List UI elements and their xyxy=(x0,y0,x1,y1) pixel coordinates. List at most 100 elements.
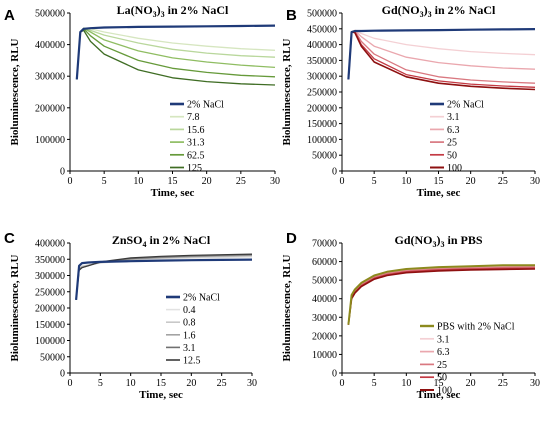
chart-panel-a: A La(NO3)3 in 2% NaCl 0 100000 200000 300000 4… xyxy=(4,3,280,199)
chart-panel-c: C ZnSO4 in 2% NaCl 0 50000 100000 150000 20000… xyxy=(4,230,257,401)
y-tick-label: 200000 xyxy=(35,103,65,114)
y-tick-label: 100000 xyxy=(35,336,65,347)
legend-label: 100 xyxy=(447,163,462,174)
series-line xyxy=(75,256,253,300)
x-tick-label: 20 xyxy=(186,378,196,389)
legend-label: 3.1 xyxy=(447,112,460,123)
y-tick-label: 100000 xyxy=(35,135,65,146)
y-tick-label: 10000 xyxy=(312,350,337,361)
x-tick-label: 5 xyxy=(102,176,107,187)
legend-label: 62.5 xyxy=(187,150,205,161)
y-tick-label: 60000 xyxy=(312,257,337,268)
y-tick-label: 70000 xyxy=(312,239,337,250)
x-tick-label: 5 xyxy=(372,378,377,389)
panel-label: C xyxy=(4,230,15,247)
x-tick-label: 0 xyxy=(340,176,345,187)
x-axis-label: Time, sec xyxy=(417,389,461,401)
y-tick-label: 250000 xyxy=(307,88,337,99)
y-tick-label: 50000 xyxy=(312,151,337,162)
legend-label: 100 xyxy=(437,386,452,397)
x-tick-label: 25 xyxy=(217,378,227,389)
x-tick-label: 25 xyxy=(236,176,246,187)
y-tick-label: 300000 xyxy=(35,271,65,282)
legend-label: 12.5 xyxy=(183,356,201,367)
y-tick-label: 300000 xyxy=(35,72,65,83)
y-tick-label: 350000 xyxy=(35,255,65,266)
x-tick-label: 0 xyxy=(340,378,345,389)
legend-label: PBS with 2% NaCl xyxy=(437,322,515,333)
y-tick-label: 200000 xyxy=(307,103,337,114)
x-axis-label: Time, sec xyxy=(139,389,183,401)
y-tick-label: 50000 xyxy=(40,352,65,363)
x-tick-label: 5 xyxy=(98,378,103,389)
legend-label: 3.1 xyxy=(437,334,450,345)
x-tick-label: 10 xyxy=(401,378,411,389)
y-tick-label: 400000 xyxy=(35,40,65,51)
y-axis-label: Bioluminescence, RLU xyxy=(9,38,21,145)
legend-label: 0.8 xyxy=(183,318,196,329)
y-tick-label: 300000 xyxy=(307,72,337,83)
legend-label: 50 xyxy=(447,150,457,161)
x-tick-label: 30 xyxy=(530,378,540,389)
panel-label: A xyxy=(4,7,15,24)
panel-label: B xyxy=(286,7,297,24)
y-tick-label: 400000 xyxy=(35,239,65,250)
chart-panel-d: D Gd(NO3)3 in PBS010000200003000040000500… xyxy=(281,230,540,401)
y-tick-label: 350000 xyxy=(307,56,337,67)
x-tick-label: 20 xyxy=(202,176,212,187)
x-tick-label: 25 xyxy=(498,176,508,187)
y-tick-label: 0 xyxy=(332,369,337,380)
legend-label: 125 xyxy=(187,163,202,174)
chart-title: Gd(NO3)3 in 2% NaCl xyxy=(382,3,496,19)
series-line xyxy=(347,268,536,325)
legend-label: 25 xyxy=(437,360,447,371)
y-tick-label: 150000 xyxy=(35,320,65,331)
y-axis-label: Bioluminescence, RLU xyxy=(9,254,21,361)
x-tick-label: 5 xyxy=(372,176,377,187)
x-tick-label: 30 xyxy=(530,176,540,187)
legend-label: 6.3 xyxy=(447,125,460,136)
chart-title: Gd(NO3)3 in PBS xyxy=(394,233,482,249)
y-tick-label: 150000 xyxy=(307,119,337,130)
legend-label: 1.6 xyxy=(183,330,196,341)
series-line xyxy=(75,258,253,300)
y-axis-label: Bioluminescence, RLU xyxy=(281,38,293,145)
y-tick-label: 400000 xyxy=(307,40,337,51)
x-tick-label: 25 xyxy=(498,378,508,389)
x-tick-label: 20 xyxy=(466,378,476,389)
series-line xyxy=(76,27,276,80)
legend-label: 0.4 xyxy=(183,305,196,316)
legend-label: 25 xyxy=(447,138,457,149)
series-line xyxy=(347,264,535,325)
series-line xyxy=(347,31,536,88)
legend-label: 6.3 xyxy=(437,347,450,358)
x-tick-label: 0 xyxy=(68,176,73,187)
y-tick-label: 100000 xyxy=(307,135,337,146)
x-tick-label: 0 xyxy=(68,378,73,389)
x-axis-label: Time, sec xyxy=(417,187,461,199)
y-tick-label: 250000 xyxy=(35,287,65,298)
x-tick-label: 15 xyxy=(434,378,444,389)
x-tick-label: 15 xyxy=(156,378,166,389)
legend-label: 2% NaCl xyxy=(187,100,224,111)
legend-label: 31.3 xyxy=(187,138,205,149)
y-tick-label: 20000 xyxy=(312,331,337,342)
legend-label: 15.6 xyxy=(187,125,205,136)
series-line xyxy=(75,253,253,300)
y-tick-label: 40000 xyxy=(312,294,337,305)
x-tick-label: 15 xyxy=(434,176,444,187)
series-line xyxy=(76,28,276,80)
x-tick-label: 20 xyxy=(466,176,476,187)
x-tick-label: 15 xyxy=(168,176,178,187)
y-tick-label: 0 xyxy=(60,369,65,380)
x-tick-label: 10 xyxy=(401,176,411,187)
legend-label: 3.1 xyxy=(183,343,196,354)
x-tick-label: 30 xyxy=(247,378,257,389)
chart-title: ZnSO4 in 2% NaCl xyxy=(112,233,211,249)
x-tick-label: 10 xyxy=(133,176,143,187)
